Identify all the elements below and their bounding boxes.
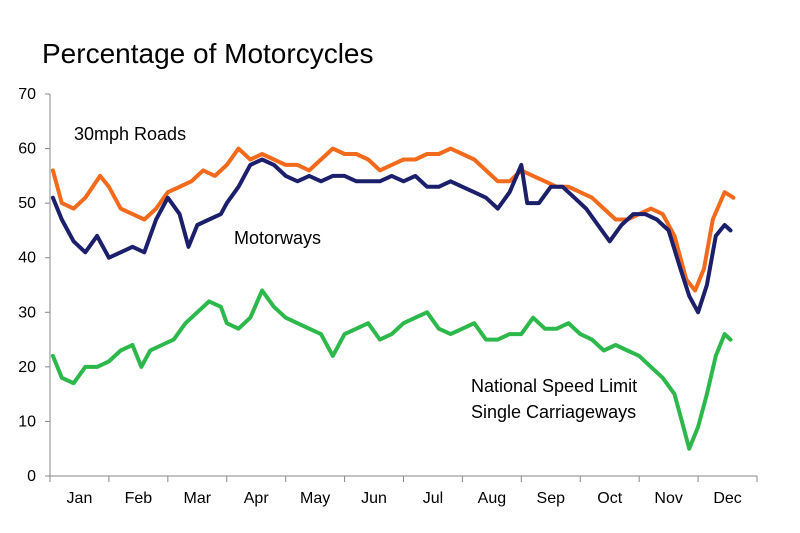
y-tick-label: 30 (18, 304, 36, 321)
series-line-motorways (50, 157, 733, 315)
annotation-30mph-roads: 30mph Roads (74, 124, 186, 144)
y-tick-label: 70 (18, 86, 36, 103)
x-tick-label: Jan (67, 490, 93, 507)
y-tick-label: 20 (18, 359, 36, 376)
annotation-single-carriageways: Single Carriageways (471, 402, 636, 422)
x-tick-label: Nov (654, 490, 682, 507)
y-axis-tick-labels: 0 10 20 30 40 50 60 70 (18, 86, 36, 485)
annotation-motorways: Motorways (234, 228, 321, 248)
x-tick-label: Apr (244, 490, 270, 507)
x-tick-label: Oct (597, 490, 622, 507)
x-tick-label: Jul (423, 490, 443, 507)
x-tick-label: Aug (478, 490, 506, 507)
y-tick-label: 60 (18, 141, 36, 158)
series-lines (50, 146, 736, 451)
x-tick-label: Jun (361, 490, 387, 507)
x-tick-label: Feb (125, 490, 153, 507)
y-tick-label: 0 (27, 468, 36, 485)
annotations: 30mph Roads Motorways National Speed Lim… (74, 124, 637, 422)
x-tick-label: Mar (184, 490, 212, 507)
x-tick-label: Dec (713, 490, 741, 507)
series-line-national-speed-limit-single-carriageways (50, 288, 733, 451)
annotation-national-speed-limit: National Speed Limit (471, 376, 637, 396)
x-tick-label: May (300, 490, 330, 507)
chart-title: Percentage of Motorcycles (42, 38, 374, 69)
x-tick-label: Sep (537, 490, 566, 507)
y-tick-label: 40 (18, 250, 36, 267)
y-tick-label: 50 (18, 195, 36, 212)
axes (45, 93, 758, 482)
y-tick-label: 10 (18, 413, 36, 430)
x-axis-tick-labels: Jan Feb Mar Apr May Jun Jul Aug Sep Oct Nov Dec (67, 490, 742, 507)
